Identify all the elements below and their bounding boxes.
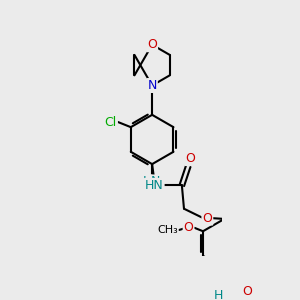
Text: H: H bbox=[213, 289, 223, 300]
Text: N: N bbox=[147, 79, 157, 92]
Text: O: O bbox=[147, 38, 157, 51]
Text: H: H bbox=[142, 176, 152, 188]
Text: CH₃: CH₃ bbox=[157, 225, 178, 235]
Text: O: O bbox=[242, 285, 252, 298]
Text: Cl: Cl bbox=[105, 116, 117, 128]
Text: O: O bbox=[185, 152, 195, 165]
Text: N: N bbox=[151, 176, 160, 188]
Text: O: O bbox=[202, 212, 212, 225]
Text: O: O bbox=[184, 221, 194, 234]
Text: HN: HN bbox=[145, 179, 164, 192]
